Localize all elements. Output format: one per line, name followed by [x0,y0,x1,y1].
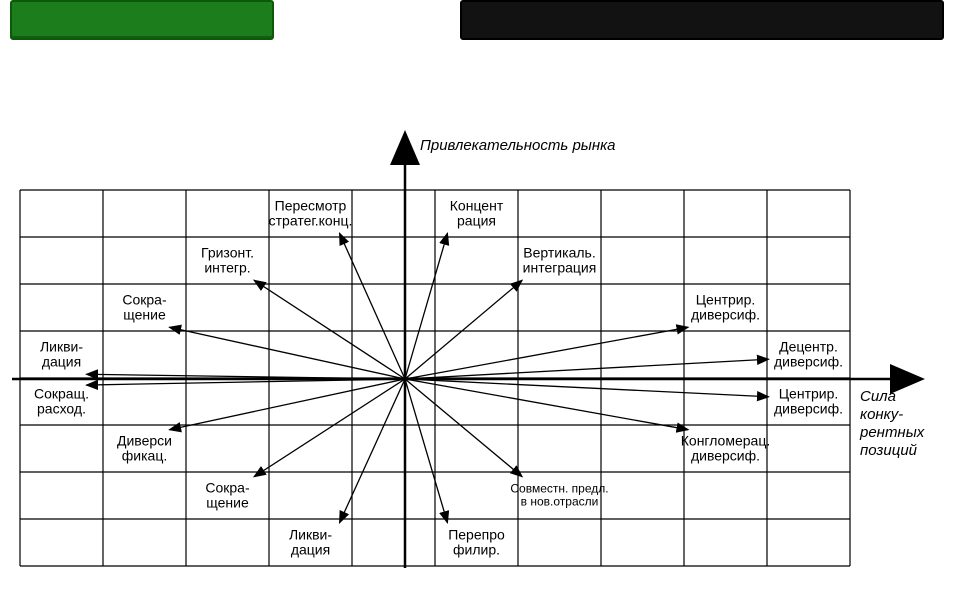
cell-label: Сокра-щение [122,292,167,323]
cell-label: Концентрация [450,198,504,229]
cell-label: Вертикаль.интеграция [523,245,597,276]
cell-label: Диверсификац. [117,433,172,464]
cell-label: Конгломерац.диверсиф. [681,433,770,464]
cell-label: Сокра-щение [205,480,250,511]
cell-label: Ликви-дация [289,527,332,558]
cell-label: Центрир.диверсиф. [691,292,760,323]
cell-label: Совместн. предл.в нов.отрасли [510,482,608,509]
axis-y-label: Привлекательность рынка [420,137,616,154]
cell-label: Перепрофилир. [448,527,505,558]
strategy-diagram: Пересмотрстратег.конц. Концентрация Гризон… [0,60,960,615]
header-button-black[interactable] [460,0,944,40]
cell-label: Ликви-дация [40,339,83,370]
axis-x-label: Силаконку-рентныхпозиций [859,388,925,459]
header-button-green[interactable] [10,0,274,40]
cell-label: Сокращ.расход. [34,386,89,417]
cell-label: Пересмотрстратег.конц. [269,198,353,229]
cell-label: Центрир.диверсиф. [774,386,843,417]
cell-label: Децентр.диверсиф. [774,339,843,370]
cell-label: Гризонт.интегр. [201,245,254,276]
